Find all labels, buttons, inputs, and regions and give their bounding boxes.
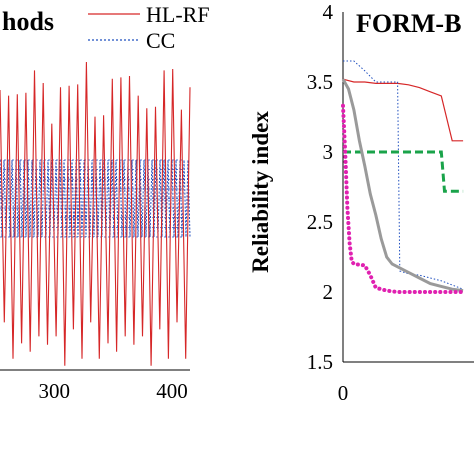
right-chart-title: FORM-B — [356, 9, 461, 38]
legend-label-1: CC — [146, 28, 175, 53]
right-y-tick-label: 1.5 — [307, 350, 333, 374]
legend-label-0: HL-RF — [146, 2, 210, 27]
left-x-tick-label: 400 — [156, 379, 188, 403]
right-y-tick-label: 4 — [323, 0, 334, 24]
left-chart-title: hods — [2, 7, 54, 36]
right-series-line-0 — [342, 78, 464, 142]
left-series-cc-line — [0, 159, 191, 238]
right-y-tick-label: 2.5 — [307, 210, 333, 234]
right-y-tick-label: 3.5 — [307, 70, 333, 94]
right-series-line-1 — [343, 60, 464, 290]
left-header-background — [0, 0, 205, 52]
right-y-axis-label: Reliability index — [248, 111, 273, 273]
right-series-line-3 — [341, 78, 464, 293]
right-x-tick-label: 0 — [338, 381, 349, 405]
right-y-tick-label: 3 — [323, 140, 334, 164]
left-x-tick-label: 300 — [39, 379, 71, 403]
right-series-line-4 — [341, 103, 466, 294]
right-series-line-2 — [343, 150, 464, 193]
right-y-tick-label: 2 — [323, 280, 334, 304]
right-chart-panel: 1.5 2 2.5 3 3.5 4 0 FORM-B Reliability index — [248, 0, 474, 405]
left-series-hlrf-line — [0, 61, 191, 366]
